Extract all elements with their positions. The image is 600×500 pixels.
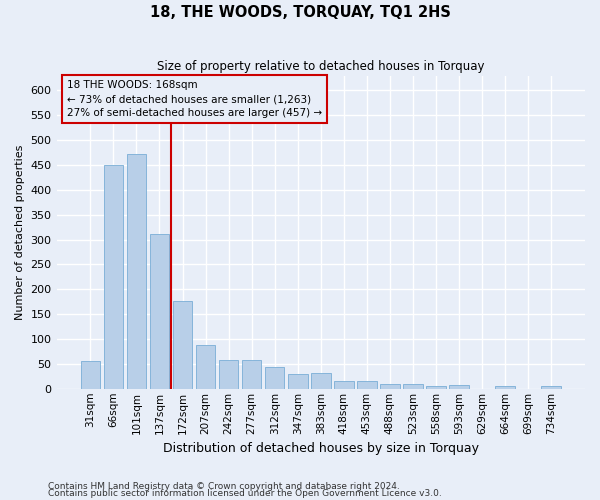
Bar bbox=[196, 345, 215, 389]
Bar bbox=[219, 360, 238, 389]
Bar bbox=[357, 382, 377, 389]
Bar bbox=[496, 386, 515, 389]
X-axis label: Distribution of detached houses by size in Torquay: Distribution of detached houses by size … bbox=[163, 442, 479, 455]
Y-axis label: Number of detached properties: Number of detached properties bbox=[15, 144, 25, 320]
Bar bbox=[449, 385, 469, 389]
Bar bbox=[242, 360, 262, 389]
Text: Contains public sector information licensed under the Open Government Licence v3: Contains public sector information licen… bbox=[48, 489, 442, 498]
Bar bbox=[334, 382, 353, 389]
Bar bbox=[380, 384, 400, 389]
Bar bbox=[80, 362, 100, 389]
Text: 18 THE WOODS: 168sqm
← 73% of detached houses are smaller (1,263)
27% of semi-de: 18 THE WOODS: 168sqm ← 73% of detached h… bbox=[67, 80, 322, 118]
Bar bbox=[104, 165, 123, 389]
Bar bbox=[541, 386, 561, 389]
Bar bbox=[426, 386, 446, 389]
Text: 18, THE WOODS, TORQUAY, TQ1 2HS: 18, THE WOODS, TORQUAY, TQ1 2HS bbox=[149, 5, 451, 20]
Bar bbox=[149, 234, 169, 389]
Bar bbox=[403, 384, 423, 389]
Bar bbox=[265, 368, 284, 389]
Bar bbox=[173, 301, 193, 389]
Bar bbox=[288, 374, 308, 389]
Bar bbox=[127, 154, 146, 389]
Title: Size of property relative to detached houses in Torquay: Size of property relative to detached ho… bbox=[157, 60, 485, 73]
Text: Contains HM Land Registry data © Crown copyright and database right 2024.: Contains HM Land Registry data © Crown c… bbox=[48, 482, 400, 491]
Bar bbox=[311, 373, 331, 389]
